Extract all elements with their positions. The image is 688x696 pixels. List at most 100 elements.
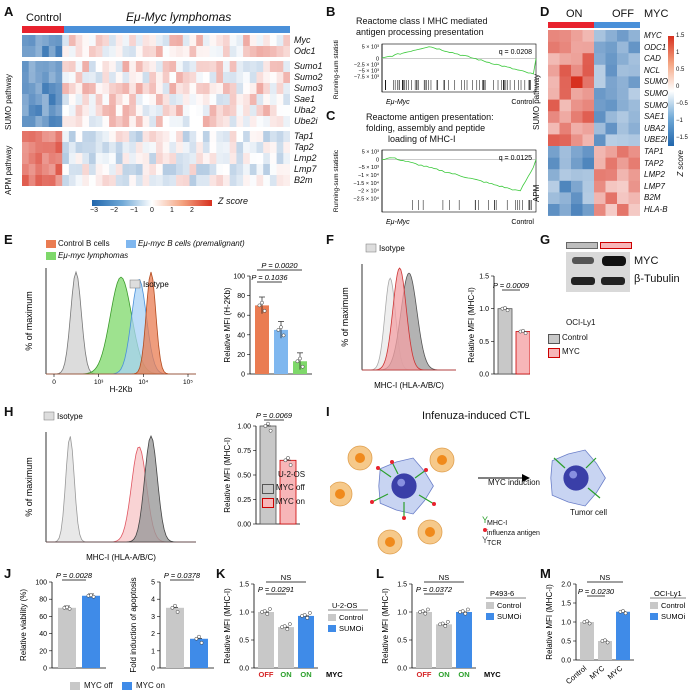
- heatmap-cell: [48, 83, 56, 94]
- heatmap-cell: [256, 131, 264, 142]
- heatmap-cell: [122, 94, 130, 105]
- y-tick-label: 1: [151, 648, 155, 655]
- heatmap-cell: [135, 61, 143, 72]
- heatmap-cell: [617, 41, 629, 54]
- heatmap-cell: [28, 105, 36, 116]
- heatmap-cell: [548, 41, 560, 54]
- heatmap-cell: [276, 83, 284, 94]
- i-legend-tcr: TCR: [487, 540, 502, 547]
- heatmap-cell: [102, 83, 110, 94]
- heatmap-cell: [594, 146, 606, 158]
- y-tick-label: 0.5: [397, 638, 407, 645]
- heatmap-cell: [236, 116, 244, 127]
- heatmap-cell: [109, 83, 117, 94]
- heatmap-cell: [35, 131, 43, 142]
- histogram-curve: [46, 271, 196, 375]
- heatmap-cell: [169, 46, 177, 57]
- data-point: [283, 458, 288, 463]
- legend-swatch: [650, 613, 658, 620]
- heatmap-cell: [156, 83, 163, 94]
- heatmap-cell: [42, 131, 50, 142]
- d-colorbar-tick: −1: [676, 118, 683, 124]
- heatmap-cell: [156, 131, 163, 142]
- panel-label-e: E: [4, 232, 13, 247]
- mhc-molecule: [418, 494, 435, 505]
- heatmap-cell: [216, 153, 224, 164]
- heatmap-cell: [256, 142, 264, 153]
- y-tick-label: 1.0: [397, 610, 407, 617]
- heatmap-cell: [55, 131, 63, 142]
- heatmap-cell: [269, 46, 277, 57]
- heatmap-cell: [156, 153, 163, 164]
- d-heatmap: [548, 30, 640, 216]
- heatmap-cell: [559, 88, 572, 100]
- g-blot: [566, 252, 630, 292]
- heatmap-cell: [156, 46, 163, 57]
- heatmap-cell: [628, 41, 640, 54]
- heatmap-cell: [35, 153, 43, 164]
- data-point: [262, 609, 267, 613]
- heatmap-cell: [283, 153, 290, 164]
- heatmap-cell: [594, 192, 606, 205]
- legend-label: Control: [661, 601, 686, 610]
- heatmap-cell: [276, 175, 284, 186]
- heatmap-cell: [82, 72, 90, 83]
- f-legend-swatch-1: [548, 334, 560, 344]
- x-tick-label: 10⁵: [183, 379, 193, 386]
- f-legend-2: MYC: [562, 347, 580, 356]
- heatmap-cell: [196, 46, 204, 57]
- heatmap-cell: [89, 153, 96, 164]
- a-heatmap: [22, 35, 290, 186]
- heatmap-cell: [216, 72, 224, 83]
- heatmap-cell: [162, 142, 170, 153]
- heatmap-cell: [628, 53, 640, 66]
- legend-mhc-icon: Y: [482, 515, 488, 525]
- heatmap-cell: [35, 164, 43, 175]
- heatmap-cell: [229, 131, 237, 142]
- heatmap-cell: [249, 116, 257, 127]
- heatmap-cell: [223, 175, 230, 186]
- heatmap-cell: [236, 94, 244, 105]
- heatmap-cell: [162, 105, 170, 116]
- heatmap-cell: [28, 142, 36, 153]
- heatmap-cell: [176, 72, 184, 83]
- heatmap-cell: [42, 164, 50, 175]
- heatmap-cell: [22, 142, 29, 153]
- heatmap-cell: [182, 131, 190, 142]
- heatmap-cell: [48, 61, 56, 72]
- heatmap-cell: [548, 111, 560, 124]
- heatmap-cell: [68, 175, 76, 186]
- heatmap-cell: [209, 142, 217, 153]
- bar: [580, 622, 594, 660]
- heatmap-cell: [176, 46, 184, 57]
- heatmap-cell: [122, 105, 130, 116]
- y-tick-label: 5: [151, 580, 155, 587]
- heatmap-cell: [548, 64, 560, 77]
- heatmap-cell: [605, 180, 618, 193]
- f-legend-1: Control: [562, 333, 588, 342]
- d-gene-label: TAP1: [644, 147, 664, 156]
- data-point: [257, 303, 262, 308]
- heatmap-cell: [571, 134, 583, 147]
- heatmap-cell: [617, 64, 629, 77]
- heatmap-cell: [42, 142, 50, 153]
- heatmap-cell: [605, 122, 618, 135]
- heatmap-cell: [55, 116, 63, 127]
- d-gene-label: SAE1: [644, 112, 665, 122]
- heatmap-cell: [22, 153, 29, 164]
- heatmap-cell: [559, 111, 572, 124]
- heatmap-cell: [628, 146, 640, 158]
- x-tick-label: ON: [438, 670, 449, 679]
- x-label-right: Control: [511, 219, 534, 226]
- e-legend-3: Eμ-myc lymphomas: [58, 251, 129, 260]
- heatmap-cell: [115, 175, 123, 186]
- heatmap-cell: [102, 105, 110, 116]
- heatmap-cell: [209, 175, 217, 186]
- heatmap-cell: [142, 175, 150, 186]
- heatmap-cell: [617, 122, 629, 135]
- d-gene-label: SUMO2: [644, 89, 673, 98]
- heatmap-cell: [189, 61, 197, 72]
- heatmap-cell: [182, 116, 190, 127]
- heatmap-cell: [216, 61, 224, 72]
- heatmap-cell: [22, 164, 29, 175]
